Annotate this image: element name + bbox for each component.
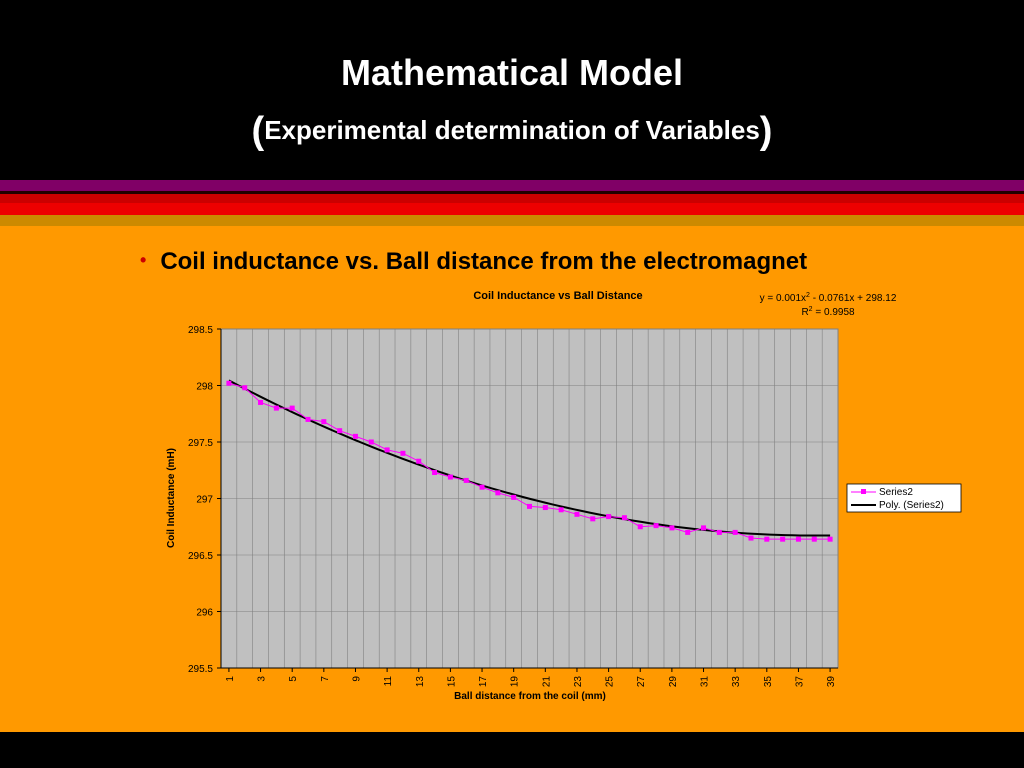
legend-trend-label: Poly. (Series2) (879, 500, 944, 511)
x-tick-label: 3 (257, 676, 268, 682)
x-axis-ticks: 1 3 5 7 9 11 13 15 17 19 21 23 25 27 29 31 33 35 37 39 (225, 668, 837, 687)
x-tick-label: 39 (826, 676, 837, 688)
subtitle-close-paren: ) (759, 110, 773, 152)
slide-title: Mathematical Model (340, 52, 684, 93)
legend-box (846, 483, 962, 513)
stripe-orange (0, 215, 1024, 226)
data-point (495, 490, 501, 496)
data-point (289, 405, 295, 411)
data-point (305, 416, 311, 422)
y-tick-label: 297 (196, 495, 213, 506)
data-point (732, 529, 738, 535)
y-tick-label: 298 (196, 382, 213, 393)
data-point (795, 536, 801, 542)
data-point (669, 525, 675, 531)
y-tick-label: 296 (196, 608, 213, 619)
data-point (416, 458, 422, 464)
data-point (811, 536, 817, 542)
x-tick-label: 33 (731, 676, 742, 688)
bullet-dot-icon: • (140, 250, 147, 270)
y-tick-label: 296.5 (188, 551, 213, 562)
data-point (337, 428, 343, 434)
stripe-red-1 (0, 194, 1024, 203)
data-point (384, 447, 390, 453)
y-tick-label: 298.5 (188, 325, 213, 336)
data-point (527, 503, 532, 509)
data-point (574, 511, 580, 517)
subtitle-text: Experimental determination of Variables (264, 115, 760, 145)
trend-equation: y = 0.001x2 - 0.0761x + 298.12 (760, 292, 897, 304)
x-tick-label: 27 (636, 676, 647, 688)
y-tick-label: 297.5 (188, 438, 213, 449)
x-tick-label: 9 (351, 676, 362, 682)
chart-title: Coil Inductance vs Ball Distance (473, 290, 642, 302)
slide-subtitle: (Experimental determination of Variables… (0, 106, 1024, 152)
data-point (827, 536, 833, 542)
x-axis-label: Ball distance from the coil (mm) (454, 691, 606, 702)
data-point (716, 529, 722, 535)
x-tick-label: 13 (415, 676, 426, 688)
data-point (764, 536, 770, 542)
legend-series2-marker (861, 489, 866, 494)
slide-header: Mathematical Model (Experimental determi… (0, 0, 1024, 180)
data-point (432, 470, 438, 476)
data-point (226, 380, 232, 386)
data-point (748, 535, 754, 541)
x-tick-label: 19 (510, 676, 521, 688)
x-tick-label: 29 (668, 676, 679, 688)
r-squared: R2 = 0.9958 (801, 306, 855, 318)
data-point (685, 529, 691, 535)
legend: Series2 Poly. (Series2) (846, 483, 962, 513)
x-tick-label: 11 (383, 676, 394, 687)
data-point (447, 474, 453, 480)
data-point (621, 515, 627, 521)
stripe-red-2 (0, 203, 1024, 215)
data-point (780, 536, 786, 542)
data-point (273, 405, 279, 411)
series-markers (226, 380, 833, 542)
data-point (352, 433, 358, 439)
data-point (479, 484, 485, 490)
data-point (590, 516, 596, 522)
x-tick-label: 21 (541, 676, 552, 688)
x-tick-label: 25 (605, 676, 616, 688)
data-point (511, 494, 517, 500)
data-point (542, 505, 548, 511)
data-point (242, 385, 248, 391)
y-axis-label: Coil Inductance (mH) (166, 448, 177, 548)
legend-series2-label: Series2 (879, 487, 913, 498)
x-tick-label: 7 (320, 676, 331, 682)
y-axis-ticks: 298.5 298 297.5 297 296.5 296 295.5 (188, 325, 221, 675)
data-point (653, 523, 659, 529)
x-tick-label: 31 (700, 676, 711, 688)
x-tick-label: 23 (573, 676, 584, 688)
x-tick-label: 15 (446, 676, 457, 688)
stripe-dark (0, 191, 1024, 194)
stripe-purple (0, 180, 1024, 191)
x-tick-label: 5 (288, 676, 299, 682)
y-tick-label: 295.5 (188, 664, 213, 675)
data-point (558, 507, 564, 513)
data-point (400, 450, 406, 456)
data-point (637, 524, 643, 530)
data-point (606, 514, 612, 520)
subtitle-open-paren: ( (251, 110, 265, 152)
x-tick-label: 37 (794, 676, 805, 688)
bullet-item: • Coil inductance vs. Ball distance from … (140, 248, 807, 276)
bullet-text: Coil inductance vs. Ball distance from t… (160, 248, 808, 275)
data-point (701, 525, 707, 531)
x-tick-label: 17 (478, 676, 489, 688)
data-point (321, 419, 327, 425)
data-point (463, 477, 469, 483)
data-point (368, 439, 374, 445)
x-tick-label: 1 (225, 676, 236, 682)
x-tick-label: 35 (763, 676, 774, 688)
data-point (258, 399, 264, 405)
